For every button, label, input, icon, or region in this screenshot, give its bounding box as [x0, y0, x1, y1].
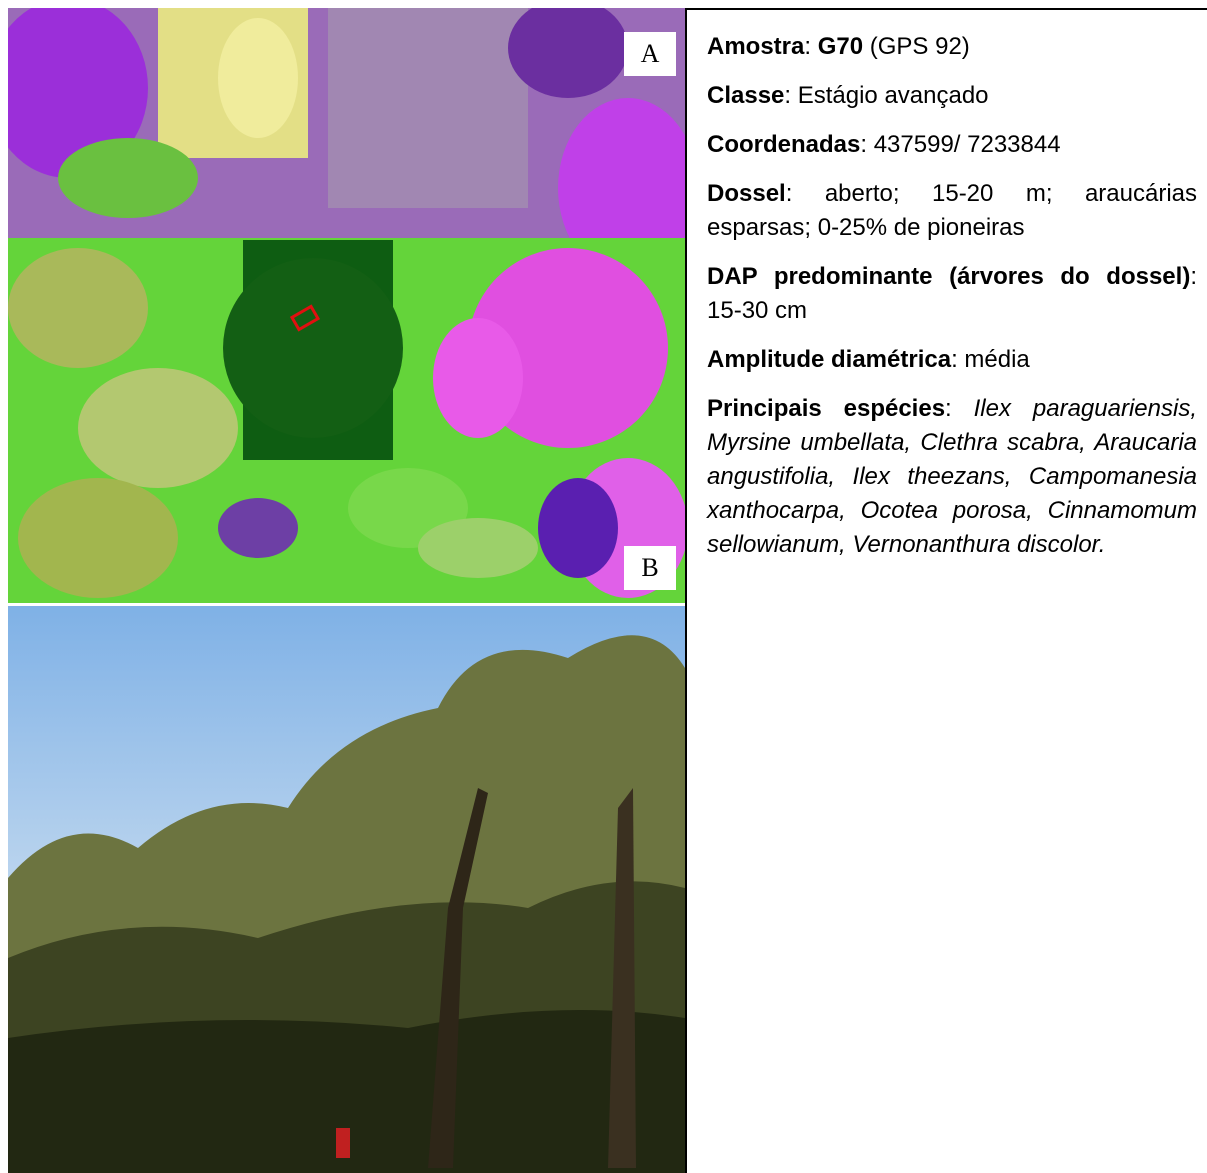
field: Coordenadas: 437599/ 7233844	[707, 128, 1197, 162]
field-label: Amplitude diamétrica	[707, 346, 952, 373]
text: (GPS 92)	[863, 33, 970, 60]
field-label: Classe	[707, 82, 785, 109]
field-value: : aberto; 15-20 m; araucárias esparsas; …	[707, 180, 1197, 241]
field-value: : média	[951, 346, 1030, 373]
field-label: Coordenadas	[707, 131, 861, 158]
table-border	[685, 8, 1207, 10]
field-value: : 437599/ 7233844	[860, 131, 1061, 158]
field: Amplitude diamétrica: média	[707, 343, 1197, 377]
text: :	[804, 33, 818, 60]
satellite-image	[0, 0, 698, 603]
field-value: G70	[817, 33, 864, 60]
image-column: A B	[0, 0, 698, 1173]
field-label: DAP predominante (árvores do dossel)	[707, 263, 1191, 290]
description: Amostra: G70 (GPS 92) Classe: Estágio av…	[707, 30, 1197, 577]
field-value: : 15-30 cm	[707, 263, 1197, 324]
field: DAP predominante (árvores do dossel): 15…	[707, 260, 1197, 328]
field-label: Principais espécies	[707, 395, 946, 422]
text: :	[945, 395, 974, 422]
field: Dossel: aberto; 15-20 m; araucárias espa…	[707, 177, 1197, 245]
field: Principais espécies: Ilex paraguariensis…	[707, 392, 1197, 562]
field: Amostra: G70 (GPS 92)	[707, 30, 1197, 64]
field-value: : Estágio avançado	[784, 82, 989, 109]
field-label: Dossel	[707, 180, 786, 207]
images	[0, 0, 698, 1173]
species-list: Ilex paraguariensis, Myrsine umbellata, …	[707, 395, 1197, 558]
field-label: Amostra	[707, 33, 805, 60]
panel-label: A	[624, 32, 676, 76]
field-photo	[8, 606, 685, 1173]
panel-label: B	[624, 546, 676, 590]
field: Classe: Estágio avançado	[707, 79, 1197, 113]
